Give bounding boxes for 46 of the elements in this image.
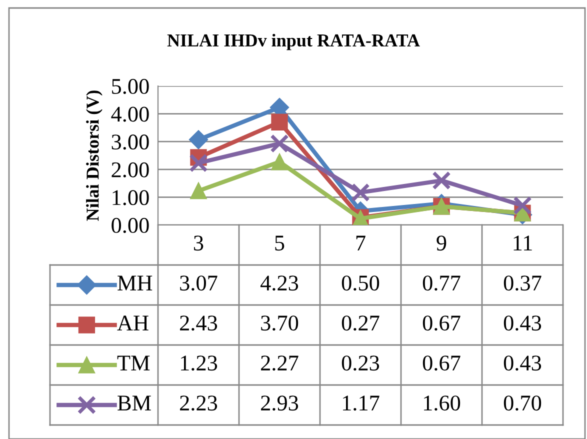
data-label: 0.37 bbox=[504, 276, 542, 291]
y-tick-label: 4.00 bbox=[111, 106, 149, 122]
y-tick-label: 3.00 bbox=[112, 134, 149, 150]
x-tick-label: 5 bbox=[275, 236, 284, 251]
data-label: 0.70 bbox=[504, 396, 542, 411]
y-tick-label: 2.00 bbox=[112, 162, 149, 178]
x-tick-label: 3 bbox=[194, 236, 204, 251]
data-label: 0.43 bbox=[504, 356, 542, 371]
x-tick-label: 7 bbox=[356, 236, 366, 250]
data-label: 0.67 bbox=[422, 356, 460, 371]
point bbox=[351, 183, 370, 202]
chart-title: NILAI IHDv input RATA-RATA bbox=[167, 34, 420, 50]
data-label: 1.17 bbox=[343, 396, 380, 411]
y-tick-label: 0.00 bbox=[112, 218, 149, 234]
legend-label: MH bbox=[118, 276, 152, 290]
data-label: 0.43 bbox=[504, 316, 542, 331]
data-label: 0.67 bbox=[422, 316, 460, 331]
point bbox=[188, 130, 208, 150]
data-label: 3.70 bbox=[261, 316, 298, 331]
data-label: 0.77 bbox=[422, 276, 460, 291]
point bbox=[271, 114, 288, 130]
y-tick-label: 1.00 bbox=[112, 190, 149, 206]
point bbox=[271, 154, 288, 170]
data-label: 2.43 bbox=[180, 316, 218, 331]
point bbox=[432, 171, 451, 190]
point bbox=[513, 196, 532, 215]
data-label: 0.50 bbox=[342, 276, 380, 291]
x-tick-label: 9 bbox=[436, 236, 446, 251]
legend-label: TM bbox=[117, 356, 150, 370]
data-label: 4.23 bbox=[260, 276, 298, 291]
y-tick-label: 5.00 bbox=[112, 78, 149, 94]
data-label: 2.27 bbox=[261, 356, 298, 371]
data-label: 1.23 bbox=[181, 356, 218, 371]
data-label: 3.07 bbox=[180, 276, 218, 291]
data-label: 2.93 bbox=[261, 396, 298, 411]
y-axis-title: Nilai Distorsi (V) bbox=[86, 90, 102, 221]
legend-label: BM bbox=[118, 396, 151, 410]
data-label: 0.27 bbox=[342, 316, 380, 331]
point bbox=[190, 182, 207, 200]
data-label: 2.23 bbox=[180, 396, 218, 411]
point bbox=[270, 134, 289, 153]
legend-label: AH bbox=[117, 316, 148, 330]
x-tick-label: 11 bbox=[514, 236, 532, 250]
data-label: 1.60 bbox=[424, 396, 460, 411]
data-label: 0.23 bbox=[342, 356, 380, 371]
point bbox=[189, 154, 208, 172]
